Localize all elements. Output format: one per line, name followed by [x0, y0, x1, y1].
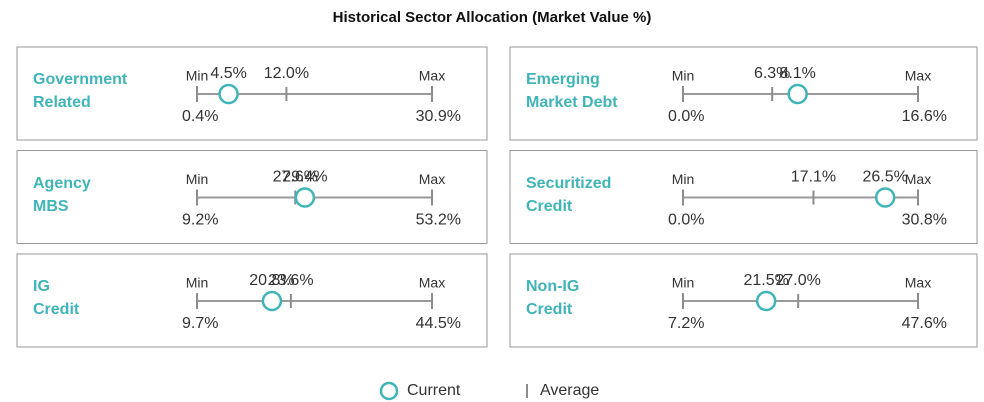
category-label: Non-IG Credit — [526, 278, 580, 318]
average-value-label: 17.1% — [791, 169, 836, 186]
min-value-label: 0.0% — [668, 212, 704, 229]
min-label: Min — [672, 275, 695, 291]
max-label: Max — [905, 275, 931, 291]
min-label: Min — [186, 171, 209, 187]
current-value-label: 8.1% — [779, 65, 815, 82]
category-label-box: Agency MBS — [33, 174, 91, 215]
current-value-label: 21.5% — [743, 272, 788, 289]
current-mark — [218, 83, 239, 105]
current-mark — [755, 290, 777, 312]
legend-label: Average — [540, 382, 599, 399]
max-value-label: 30.8% — [902, 212, 947, 229]
current-value-label: 29.4% — [282, 169, 327, 186]
current-mark — [787, 83, 808, 105]
category-label: Emerging Market Debt — [526, 71, 618, 111]
max-label: Max — [419, 68, 445, 84]
max-value-label: 16.6% — [902, 108, 947, 125]
legend-current-symbol — [379, 381, 399, 401]
category-label-box: IG Credit — [33, 278, 80, 318]
max-label: Max — [419, 171, 445, 187]
min-value-label: 7.2% — [668, 315, 704, 332]
min-label: Min — [672, 68, 695, 84]
average-value-label: 23.6% — [268, 272, 313, 289]
average-value-label: 6.3% — [754, 65, 790, 82]
min-label: Min — [186, 275, 209, 291]
average-value-label: 27.6% — [273, 169, 318, 186]
current-value-label: 26.5% — [863, 169, 908, 186]
max-label: Max — [419, 275, 445, 291]
min-value-label: 9.7% — [182, 315, 218, 332]
min-label: Min — [672, 171, 695, 187]
category-label: Securitized Credit — [526, 174, 612, 215]
category-label: Agency MBS — [33, 174, 91, 215]
min-value-label: 0.4% — [182, 108, 218, 125]
min-value-label: 9.2% — [182, 212, 218, 229]
current-mark — [294, 187, 316, 208]
max-value-label: 30.9% — [416, 108, 461, 125]
chart-title: Historical Sector Allocation (Market Val… — [333, 9, 652, 26]
max-value-label: 44.5% — [416, 315, 461, 332]
average-value-label: 27.0% — [775, 272, 820, 289]
category-label: Government Related — [33, 71, 128, 111]
max-label: Max — [905, 68, 931, 84]
average-value-label: 12.0% — [264, 65, 309, 82]
current-value-label: 4.5% — [210, 65, 246, 82]
category-label-box: Government Related — [33, 71, 128, 111]
current-value-label: 20.8% — [249, 272, 294, 289]
max-value-label: 53.2% — [416, 212, 461, 229]
category-label-box: Non-IG Credit — [526, 278, 580, 318]
current-mark — [261, 290, 283, 312]
category-label-box: Securitized Credit — [526, 174, 612, 215]
current-mark — [874, 187, 896, 208]
max-value-label: 47.6% — [902, 315, 947, 332]
min-value-label: 0.0% — [668, 108, 704, 125]
category-label: IG Credit — [33, 278, 80, 318]
category-label-box: Emerging Market Debt — [526, 71, 618, 111]
max-label: Max — [905, 171, 931, 187]
min-label: Min — [186, 68, 209, 84]
legend-label: Current — [407, 382, 461, 399]
